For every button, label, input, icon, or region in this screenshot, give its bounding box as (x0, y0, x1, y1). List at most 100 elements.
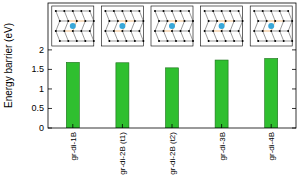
inset-bond (90, 31, 94, 41)
inset-atom (67, 20, 69, 22)
inset-atom (55, 30, 57, 32)
inset (101, 6, 144, 46)
inset-bond (222, 31, 231, 32)
inset-atom (188, 30, 190, 32)
inset-atom (180, 10, 182, 12)
inset-bond (56, 21, 60, 31)
inset-atom (188, 10, 190, 12)
inset-bond (164, 31, 168, 41)
x-tick (271, 124, 272, 128)
inset-bond (73, 11, 77, 21)
inset-atom (125, 20, 127, 22)
inset-atom (279, 10, 281, 12)
inset-bond (230, 11, 234, 21)
plot-frame (48, 3, 296, 128)
inset-bond (205, 31, 214, 32)
inset-bond (126, 21, 134, 22)
inset-bond (114, 31, 118, 41)
bar (66, 62, 79, 128)
inset-bond (139, 11, 143, 21)
inset-atom (154, 10, 156, 12)
inset-bond (131, 11, 135, 21)
inset-atom (72, 30, 74, 32)
inset-atom (266, 40, 268, 42)
inset-bond (209, 21, 218, 22)
inset-bond (168, 41, 177, 42)
inset-bond (135, 41, 144, 42)
inset-atom (233, 40, 235, 42)
bars (66, 58, 277, 128)
inset-atom (76, 20, 78, 22)
inset-atom (163, 30, 165, 32)
inset-atom (80, 30, 82, 32)
inset-bond (64, 11, 68, 21)
inset-frame (250, 6, 292, 46)
inset-atom (238, 30, 240, 32)
inset-atom (55, 10, 57, 12)
inset-bond (81, 31, 90, 32)
x-tick-label: gr-di-3B (218, 132, 227, 160)
y-tick-label: 2 (39, 45, 44, 55)
inset-bond (73, 31, 82, 32)
inset-bond (122, 31, 130, 32)
inset-bond (271, 31, 275, 41)
inset-bond (155, 11, 159, 21)
inset-atom (212, 10, 214, 12)
inset-adatom (219, 23, 225, 29)
inset-atom (253, 10, 255, 12)
inset-bond (185, 41, 194, 42)
inset-frame (101, 6, 143, 46)
inset-atom (84, 40, 86, 42)
inset-bond (176, 21, 185, 22)
inset-atom (59, 20, 61, 22)
inset-atom (287, 30, 289, 32)
inset-bond (280, 31, 289, 32)
inset-bond (213, 21, 217, 31)
inset-bond (85, 21, 94, 22)
inset-bond (159, 41, 168, 42)
inset-bond (205, 21, 209, 31)
inset-atom (130, 10, 132, 12)
inset-bond (280, 31, 284, 41)
y-tick-right (292, 49, 296, 50)
inset-atom (175, 20, 177, 22)
bar (265, 58, 278, 128)
inset-atom (171, 30, 173, 32)
bar (166, 68, 179, 128)
inset-atom (117, 20, 119, 22)
inset-bond (105, 31, 114, 32)
inset-atom (93, 40, 95, 42)
inset-bond (131, 31, 140, 32)
inset-bond (280, 11, 284, 21)
inset-bond (60, 41, 69, 42)
inset-atom (158, 20, 160, 22)
inset-adatom (169, 23, 175, 29)
inset-bond (222, 11, 231, 12)
inset-bond (131, 11, 140, 12)
inset-atom (229, 10, 231, 12)
inset-bond (122, 31, 126, 41)
inset-bond (81, 11, 85, 21)
inset-bond (114, 31, 123, 32)
y-tick-right (292, 128, 296, 129)
inset-adatom (70, 23, 76, 29)
inset-atom (262, 30, 264, 32)
inset-bond (226, 21, 235, 22)
inset-bond (222, 31, 226, 41)
inset-atom (274, 20, 276, 22)
inset-bond (56, 31, 60, 41)
inset-atom (184, 20, 186, 22)
inset-bond (205, 11, 214, 12)
y-tick-label: 0 (39, 123, 44, 133)
inset-bond (205, 11, 209, 21)
inset-bond (275, 41, 284, 42)
x-tick (72, 124, 73, 128)
inset-atom (134, 20, 136, 22)
inset-bond (263, 21, 267, 31)
inset-bond (109, 21, 118, 22)
inset-bond (267, 41, 276, 42)
inset-atom (158, 40, 160, 42)
inset-bond (77, 21, 86, 22)
inset-atom (204, 10, 206, 12)
inset-bond (209, 41, 218, 42)
